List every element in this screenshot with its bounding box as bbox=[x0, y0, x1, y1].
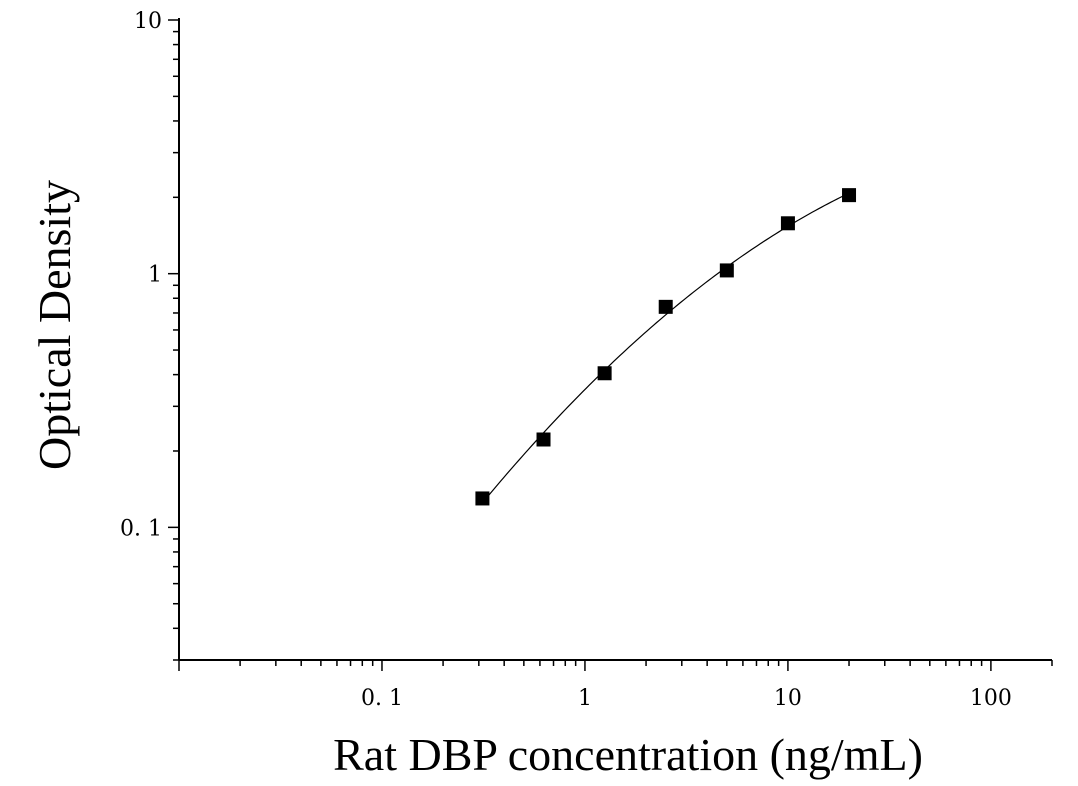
y-tick-label: 10 bbox=[134, 9, 162, 34]
y-tick-label: 1 bbox=[148, 263, 162, 288]
x-tick-label: 1 bbox=[578, 686, 592, 711]
y-axis-title: Optical Density bbox=[29, 180, 80, 470]
data-point bbox=[597, 366, 612, 381]
x-tick-label: 100 bbox=[970, 686, 1012, 711]
data-point bbox=[842, 188, 857, 203]
data-point bbox=[780, 216, 795, 231]
y-tick-label: 0. 1 bbox=[120, 516, 162, 541]
x-axis-ticks: 0. 1 1 10 100 bbox=[178, 660, 1053, 711]
data-points-layer bbox=[475, 188, 857, 506]
x-axis-title: Rat DBP concentration (ng/mL) bbox=[333, 729, 923, 780]
fit-curve bbox=[481, 192, 850, 504]
data-point bbox=[536, 432, 551, 447]
x-tick-label: 10 bbox=[774, 686, 802, 711]
x-tick-label: 0. 1 bbox=[361, 686, 403, 711]
data-point bbox=[719, 263, 734, 278]
fit-curve-layer bbox=[481, 192, 850, 504]
data-point bbox=[658, 299, 673, 314]
data-point bbox=[475, 491, 490, 506]
axes bbox=[178, 18, 1052, 661]
y-axis-ticks: 0. 1 1 10 bbox=[120, 9, 179, 661]
